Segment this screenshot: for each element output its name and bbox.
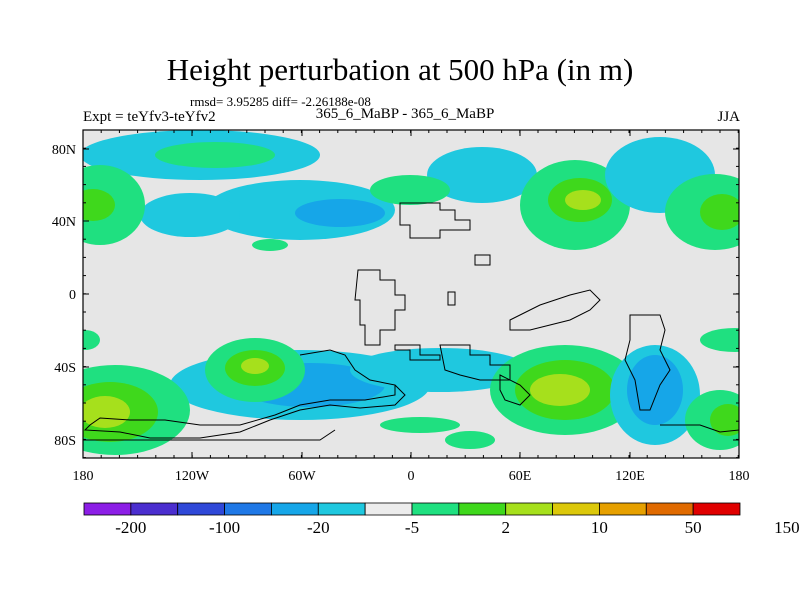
- field-region: [241, 358, 269, 374]
- field-region: [155, 142, 275, 168]
- field-region: [83, 396, 130, 428]
- colorbar-swatch: [599, 502, 647, 516]
- field-region: [252, 239, 288, 251]
- field-region: [370, 175, 450, 205]
- colorbar-label: -20: [307, 518, 330, 537]
- colorbar-swatch: [224, 502, 272, 516]
- lat-tick-label: 40S: [54, 361, 76, 376]
- stats-line: rmsd= 3.95285 diff= -2.26188e-08: [190, 94, 371, 109]
- season-label: JJA: [717, 109, 740, 125]
- colorbar-swatch: [458, 502, 507, 516]
- field-region: [427, 147, 537, 203]
- colorbar-swatch: [83, 502, 132, 516]
- field-region: [710, 404, 739, 436]
- colorbar-swatch: [130, 502, 179, 516]
- lat-tick-label: 80S: [54, 434, 76, 449]
- colorbar-swatch: [552, 502, 600, 516]
- colorbar-label: 50: [685, 518, 702, 537]
- lon-tick-label: 180: [729, 469, 750, 484]
- colorbar-label: -100: [209, 518, 240, 537]
- field-region: [350, 348, 530, 392]
- lon-tick-label: 0: [408, 469, 415, 484]
- field-region: [700, 194, 739, 230]
- lon-tick-label: 60W: [288, 469, 316, 484]
- lat-tick-label: 0: [69, 288, 76, 303]
- field-region: [380, 417, 460, 433]
- tick-labels: 80N 40N 0 40S 80S 180 120W 60W 0 60E 120E 180: [52, 143, 750, 484]
- colorbar-swatch: [645, 502, 694, 516]
- field-region: [565, 190, 601, 210]
- continent-outlines: [83, 202, 739, 441]
- colorbar-label: 2: [501, 518, 510, 537]
- lon-tick-label: 180: [73, 469, 94, 484]
- field-region: [83, 189, 115, 221]
- colorbar-swatch: [177, 502, 225, 516]
- case-comparison-label: 365_6_MaBP - 365_6_MaBP: [315, 106, 495, 122]
- colorbar-label: -5: [405, 518, 419, 537]
- lon-tick-label: 60E: [509, 469, 532, 484]
- colorbar-label: 10: [591, 518, 608, 537]
- colorbar-swatch: [505, 502, 553, 516]
- colorbar-label: -200: [115, 518, 146, 537]
- colorbar-swatch: [364, 502, 413, 516]
- colorbar-label: 150: [774, 518, 800, 537]
- colorbar-labels: -200 -100 -20 -5 2 10 50 150: [115, 518, 799, 537]
- colorbar-swatch: [692, 502, 741, 516]
- lat-tick-label: 40N: [52, 215, 76, 230]
- contour-fields: [83, 130, 739, 455]
- axis-ticks: [82, 129, 740, 459]
- field-region: [83, 330, 100, 350]
- colorbar-swatch: [271, 502, 319, 516]
- colorbar-swatch: [411, 502, 460, 516]
- field-region: [140, 193, 240, 237]
- experiment-label: Expt = teYfv3-teYfv2: [83, 109, 216, 125]
- lon-tick-label: 120E: [615, 469, 645, 484]
- lon-tick-label: 120W: [175, 469, 210, 484]
- lat-tick-label: 80N: [52, 143, 76, 158]
- field-region: [530, 374, 590, 406]
- colorbar: [83, 502, 741, 516]
- field-region: [445, 431, 495, 449]
- plot-title: Height perturbation at 500 hPa (in m): [166, 52, 634, 87]
- field-region: [627, 355, 683, 425]
- field-region: [295, 199, 385, 227]
- colorbar-swatch: [317, 502, 366, 516]
- field-region: [700, 328, 739, 352]
